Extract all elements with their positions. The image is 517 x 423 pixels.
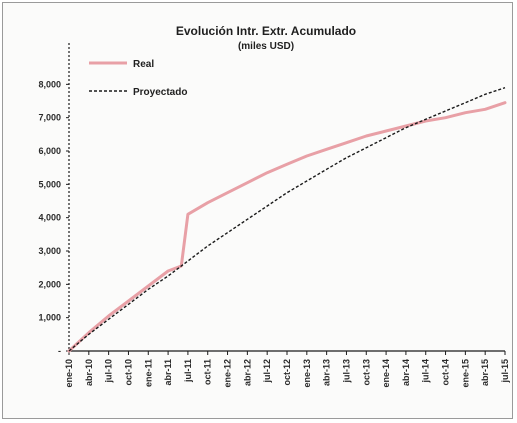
y-tick-label: 4,000 xyxy=(38,213,61,223)
chart-subtitle: (miles USD) xyxy=(238,41,294,52)
x-tick-label: oct-13 xyxy=(361,359,371,386)
x-tick-label: jul-14 xyxy=(421,359,431,384)
x-tick-label: oct-12 xyxy=(282,359,292,386)
chart-title: Evolución Intr. Extr. Acumulado xyxy=(176,24,356,38)
x-tick-label: ene-11 xyxy=(143,359,153,387)
chart-series xyxy=(67,87,507,353)
x-tick-label: oct-14 xyxy=(441,359,451,386)
series-line-real xyxy=(67,101,507,353)
line-chart: Evolución Intr. Extr. Acumulado (miles U… xyxy=(38,24,510,388)
x-tick-label: ene-10 xyxy=(64,359,74,388)
y-axis-ticks: - 1,000 2,000 3,000 4,000 5,000 6,000 7,000 8,00… xyxy=(38,79,69,356)
x-tick-label: ene-13 xyxy=(302,359,312,388)
x-tick-label: ene-14 xyxy=(381,359,391,388)
x-tick-label: jul-13 xyxy=(341,359,351,384)
x-tick-label: abr-10 xyxy=(84,359,94,386)
y-tick-label: 2,000 xyxy=(38,279,61,289)
chart-legend: Real Proyectado xyxy=(89,59,187,98)
x-tick-label: oct-10 xyxy=(123,359,133,386)
y-tick-label: - xyxy=(58,346,61,356)
series-line-proyectado xyxy=(68,87,506,352)
y-tick-label: 3,000 xyxy=(38,246,61,256)
x-tick-label: abr-11 xyxy=(163,359,173,386)
x-axis-ticks: ene-10 abr-10 jul-10 oct-10 ene-11 abr-11 jul-… xyxy=(64,351,510,388)
x-tick-label: jul-15 xyxy=(500,359,510,384)
y-tick-label: 6,000 xyxy=(38,146,61,156)
x-tick-label: abr-14 xyxy=(401,359,411,386)
y-tick-label: 8,000 xyxy=(38,79,61,89)
x-tick-label: oct-11 xyxy=(203,359,213,385)
legend-label-real: Real xyxy=(133,59,154,70)
legend-label-proyectado: Proyectado xyxy=(133,87,187,98)
x-tick-label: abr-13 xyxy=(322,359,332,386)
x-tick-label: jul-10 xyxy=(104,359,114,384)
chart-frame: Evolución Intr. Extr. Acumulado (miles U… xyxy=(2,2,513,419)
x-tick-label: abr-15 xyxy=(480,359,490,386)
x-tick-label: jul-11 xyxy=(183,359,193,383)
y-tick-label: 7,000 xyxy=(38,113,61,123)
x-tick-label: ene-15 xyxy=(460,359,470,388)
x-tick-label: abr-12 xyxy=(242,359,252,386)
x-tick-label: jul-12 xyxy=(262,359,272,384)
y-tick-label: 1,000 xyxy=(38,313,61,323)
y-tick-label: 5,000 xyxy=(38,179,61,189)
x-tick-label: ene-12 xyxy=(223,359,233,388)
